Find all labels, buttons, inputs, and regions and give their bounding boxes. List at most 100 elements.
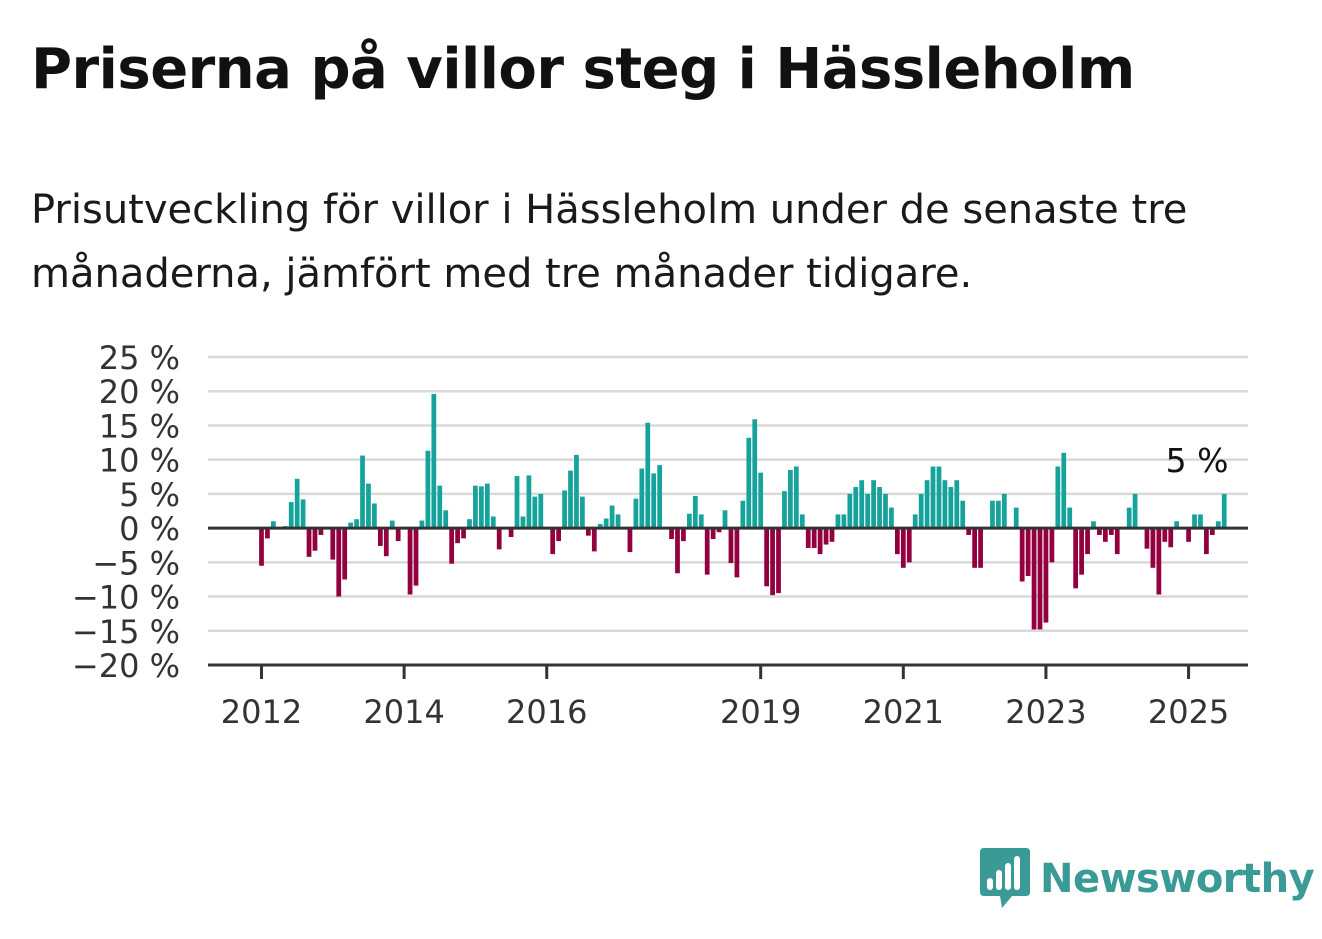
bar [574, 454, 579, 529]
grid-lines [208, 355, 1248, 633]
bar [1114, 528, 1120, 555]
bar [918, 493, 924, 529]
bar [788, 469, 793, 529]
bar [722, 510, 728, 529]
bars [259, 393, 1227, 630]
bar [894, 528, 900, 555]
bar [865, 493, 871, 529]
bar [675, 528, 680, 574]
bar [1031, 528, 1037, 630]
bar [1186, 528, 1191, 542]
bar [734, 528, 740, 578]
chart-subtitle: Prisutveckling för villor i Hässleholm u… [31, 187, 1188, 297]
bar [847, 493, 853, 529]
bar [300, 499, 306, 529]
bar [877, 487, 882, 529]
bar [829, 528, 835, 542]
y-tick-label: −10 % [72, 579, 180, 617]
bar [526, 475, 532, 529]
bar [782, 491, 787, 529]
bar [1049, 528, 1055, 563]
bar [312, 528, 318, 551]
bar [752, 419, 758, 529]
bar [651, 473, 657, 529]
bar [1156, 528, 1162, 595]
bar [853, 487, 859, 529]
bar [1061, 452, 1067, 529]
bar [372, 503, 377, 529]
bar [348, 522, 354, 529]
bar [360, 455, 365, 529]
bar [306, 528, 312, 557]
bar [389, 520, 395, 529]
bar [912, 514, 918, 529]
bar [478, 486, 484, 529]
bar [799, 514, 805, 529]
bar [1055, 466, 1061, 529]
bar [259, 528, 264, 566]
brand-name: Newsworthy [1040, 856, 1315, 902]
bar [395, 528, 401, 542]
bar [889, 507, 894, 529]
bar [425, 450, 431, 529]
bar [900, 528, 906, 568]
bar [550, 528, 556, 555]
bar [609, 505, 615, 529]
bar [1025, 528, 1031, 577]
bar [1067, 507, 1073, 529]
bar [603, 518, 609, 529]
bar [538, 493, 544, 529]
bar [871, 480, 876, 529]
bar [978, 528, 983, 568]
bar [746, 437, 752, 529]
y-tick-label: 5 % [119, 476, 180, 514]
bar [342, 528, 348, 580]
bar [591, 528, 597, 552]
bar [532, 496, 538, 529]
y-tick-label: −20 % [72, 647, 180, 685]
bar [407, 528, 413, 595]
bar [669, 528, 674, 540]
bar [1144, 528, 1150, 549]
bar [1204, 528, 1209, 555]
bar [1108, 528, 1114, 535]
bar [496, 528, 502, 550]
bar [1168, 528, 1174, 548]
last-value-label: 5 % [1166, 441, 1229, 480]
bar [615, 514, 621, 529]
newsworthy-chart-bubble-icon [980, 848, 1030, 908]
bar [835, 514, 841, 529]
bar [1132, 493, 1138, 529]
bar [1102, 528, 1108, 542]
bar [455, 528, 460, 544]
bar [514, 476, 520, 529]
bar [710, 528, 716, 540]
bar-chart: 25 %20 %15 %10 %5 %0 %−5 %−10 %−15 %−20 … [72, 339, 1248, 731]
bar [508, 528, 514, 538]
bar [1073, 528, 1079, 589]
bar [1126, 507, 1132, 529]
bar [270, 521, 276, 529]
bar [1150, 528, 1156, 568]
bar [443, 510, 449, 529]
bar [633, 498, 639, 529]
x-tick-label: 2019 [720, 693, 801, 731]
bar [657, 465, 663, 529]
newsworthy-logo[interactable]: Newsworthy [980, 846, 1315, 912]
y-tick-label: 10 % [99, 442, 180, 480]
bar [1209, 528, 1215, 535]
bar [972, 528, 978, 568]
bar [1174, 521, 1180, 529]
bar [597, 524, 603, 529]
bar [859, 480, 865, 529]
bar [431, 393, 437, 529]
bar [1215, 521, 1221, 529]
bar [681, 528, 686, 542]
bar [585, 528, 591, 536]
bar [484, 483, 490, 529]
bar [1037, 528, 1043, 630]
x-axis-labels: 2012 2014 2016 2019 2021 2023 2025 [221, 693, 1230, 731]
bar [354, 519, 359, 529]
x-tick-label: 2016 [506, 693, 587, 731]
x-tick-label: 2023 [1005, 693, 1086, 731]
